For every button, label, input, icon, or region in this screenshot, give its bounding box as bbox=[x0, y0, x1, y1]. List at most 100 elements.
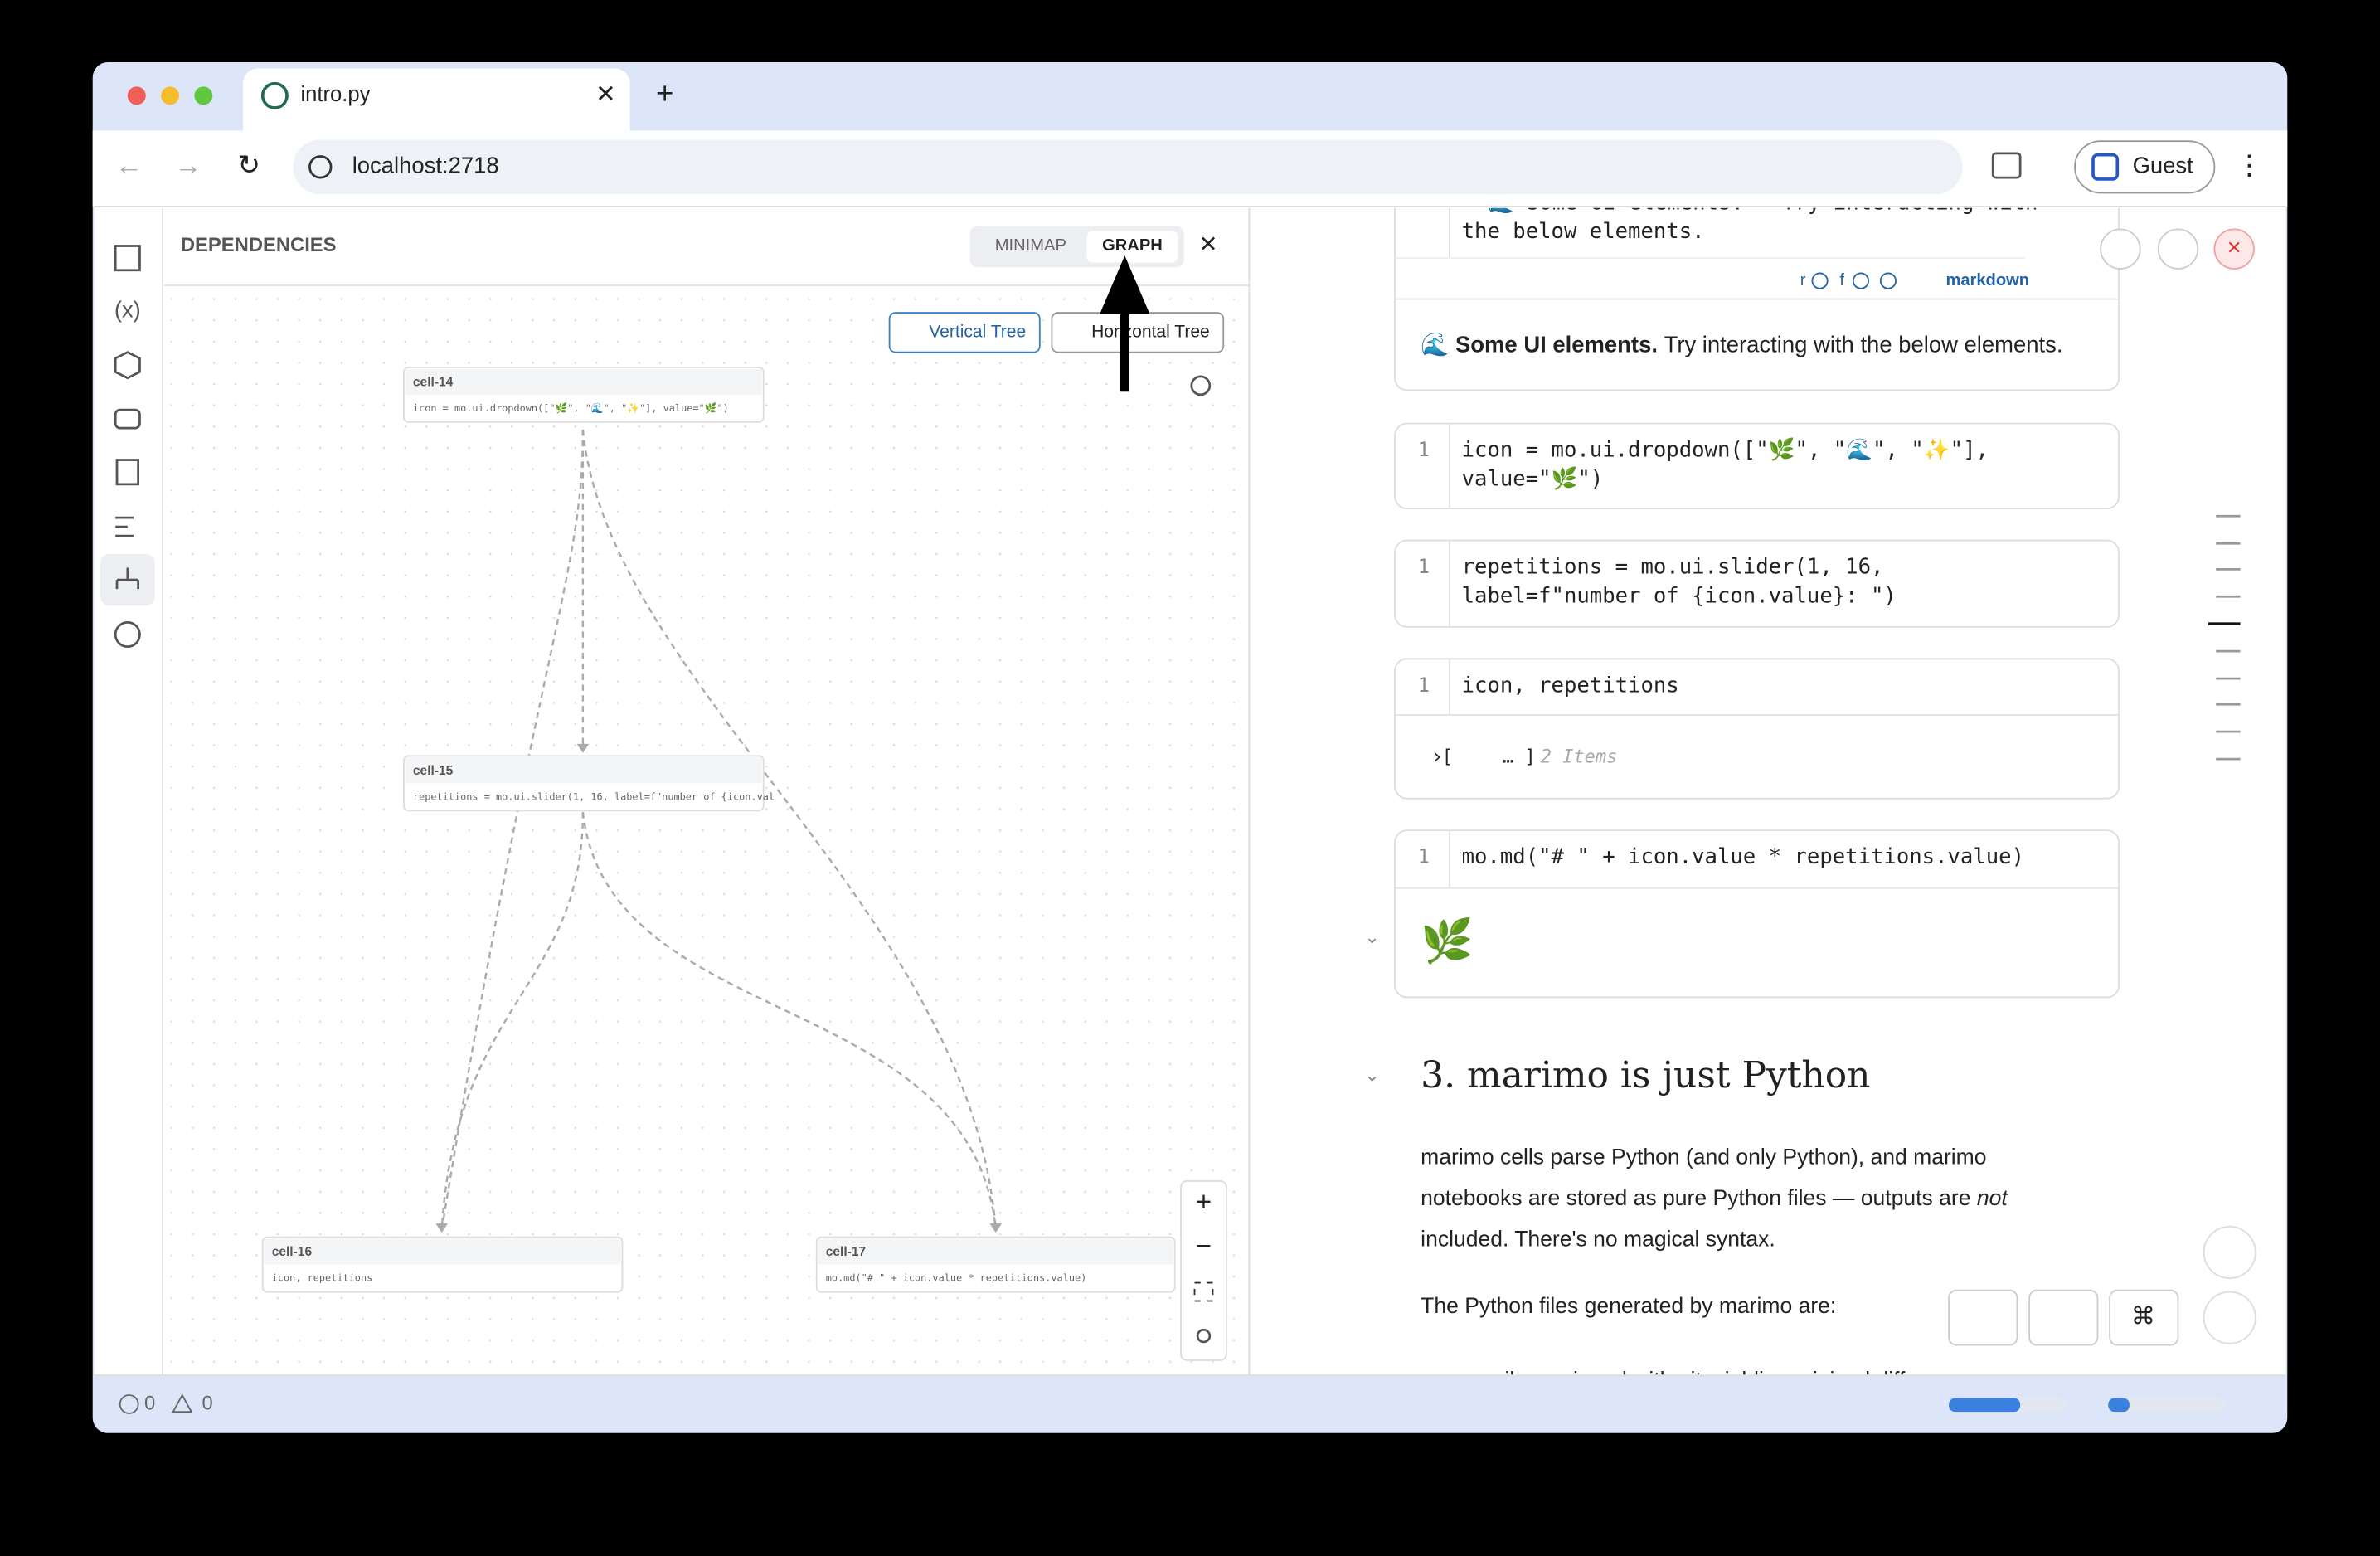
layout-label: Vertical Tree bbox=[929, 322, 1026, 341]
layout-button[interactable] bbox=[888, 312, 1041, 353]
node-code: icon = mo.ui.dropdown(["🌿", "🌊", "✨"], v… bbox=[413, 402, 729, 414]
node-code: icon, repetitions bbox=[272, 1272, 373, 1284]
node-id: cell-17 bbox=[826, 1245, 866, 1259]
panel-tab[interactable]: GRAPH bbox=[1102, 236, 1163, 255]
paragraph-line: notebooks are stored as pure Python file… bbox=[1421, 1185, 2008, 1210]
text: notebooks are stored as pure Python file… bbox=[1421, 1185, 1970, 1210]
address-bar[interactable] bbox=[293, 139, 1963, 195]
zoom-out[interactable]: − bbox=[1196, 1230, 1212, 1261]
layout-label: Horizontal Tree bbox=[1091, 322, 1210, 341]
svg-text:✕: ✕ bbox=[2227, 237, 2242, 258]
badge: f bbox=[1839, 271, 1844, 289]
bold-text: Some UI elements. bbox=[1455, 332, 1658, 357]
emphasis: not bbox=[1977, 1185, 2008, 1210]
notebook-controls: ✕ ⌘ bbox=[1948, 228, 2256, 1346]
panel-title: DEPENDENCIES bbox=[181, 234, 337, 256]
annotation-arrow bbox=[1100, 255, 1150, 392]
reload[interactable]: ↻ bbox=[237, 149, 260, 180]
node-code: mo.md("# " + icon.value * repetitions.va… bbox=[826, 1272, 1087, 1284]
code-line: icon, repetitions bbox=[1462, 673, 1679, 698]
dependencies-panel: DEPENDENCIES MINIMAP GRAPH ✕ Vertical Tr… bbox=[163, 207, 1251, 1376]
fit-view[interactable] bbox=[1193, 1281, 1214, 1302]
emoji: 🌊 bbox=[1421, 332, 1449, 357]
sidebar-icon[interactable]: (x) bbox=[114, 296, 141, 322]
sidebar-icon[interactable] bbox=[114, 245, 141, 272]
graph-settings[interactable] bbox=[1190, 375, 1212, 396]
paragraph-line: marimo cells parse Python (and only Pyth… bbox=[1421, 1144, 1986, 1169]
node-header bbox=[264, 1238, 621, 1265]
error-count: 0 bbox=[144, 1392, 155, 1414]
back[interactable]: ← bbox=[115, 149, 143, 180]
list-open: [ bbox=[1442, 746, 1453, 767]
sidebar-icon[interactable] bbox=[114, 621, 141, 649]
heading: 3. marimo is just Python bbox=[1421, 1054, 1870, 1096]
sidebar-icon[interactable] bbox=[115, 516, 134, 537]
markdown-output: 🌊 Some UI elements. Try interacting with… bbox=[1421, 332, 2062, 357]
run-button[interactable] bbox=[2203, 1291, 2256, 1344]
code-cell[interactable] bbox=[1394, 422, 2120, 510]
line-number: 1 bbox=[1418, 845, 1430, 868]
node-id: cell-14 bbox=[413, 375, 454, 389]
sidebar: (x) bbox=[100, 207, 163, 1376]
code-line: repetitions = mo.ui.slider(1, 16, bbox=[1462, 555, 1884, 580]
save-button[interactable] bbox=[1948, 1289, 2018, 1346]
tab[interactable] bbox=[242, 68, 630, 131]
menu-button[interactable] bbox=[2100, 228, 2141, 270]
profile-name: Guest bbox=[2133, 153, 2194, 178]
new-tab[interactable]: + bbox=[656, 76, 673, 110]
cell-type: markdown bbox=[1945, 271, 2029, 289]
code-cell[interactable] bbox=[1394, 829, 2120, 999]
node-header bbox=[818, 1238, 1173, 1265]
code-line: icon = mo.ui.dropdown(["🌿", "🌊", "✨"], bbox=[1462, 437, 1989, 463]
paragraph-line: The Python files generated by marimo are… bbox=[1421, 1293, 1836, 1318]
notebook: **🌊 Some UI elements.** Try interacting … bbox=[1364, 207, 2120, 1393]
code-line: label=f"number of {icon.value}: ") bbox=[1462, 583, 1897, 608]
paragraph-line: easily versioned with git, yielding mini… bbox=[1469, 1368, 1916, 1393]
output-emoji: 🌿 bbox=[1421, 917, 1474, 965]
tab-title: intro.py bbox=[300, 83, 370, 106]
status-bar: 0 0 bbox=[94, 1374, 2286, 1414]
code-cell[interactable] bbox=[1394, 658, 2120, 800]
code-cell[interactable] bbox=[1394, 539, 2120, 628]
warning-count: 0 bbox=[202, 1392, 213, 1414]
svg-text:⌘: ⌘ bbox=[2131, 1302, 2155, 1330]
node-code: repetitions = mo.ui.slider(1, 16, label=… bbox=[413, 790, 775, 802]
layout-button[interactable] bbox=[2028, 1289, 2099, 1346]
badge: r bbox=[1800, 271, 1806, 289]
node-header bbox=[405, 368, 762, 395]
menu[interactable]: ⋮ bbox=[2236, 149, 2263, 180]
locate[interactable] bbox=[1196, 1328, 1212, 1344]
line-number: 1 bbox=[1418, 673, 1430, 697]
sidebar-icon[interactable] bbox=[114, 351, 141, 380]
list-close: … ] bbox=[1503, 746, 1536, 767]
cast-icon[interactable] bbox=[1991, 152, 2022, 179]
close-tab[interactable]: ✕ bbox=[595, 80, 616, 108]
close-panel[interactable]: ✕ bbox=[1198, 231, 1217, 257]
forward[interactable]: → bbox=[175, 149, 202, 180]
sidebar-icon[interactable] bbox=[114, 408, 141, 430]
node-id: cell-15 bbox=[413, 764, 454, 778]
zoom-controls bbox=[1180, 1180, 1227, 1361]
line-number: 1 bbox=[1418, 555, 1430, 578]
text: Try interacting with the below elements. bbox=[1664, 332, 2063, 357]
command-button[interactable] bbox=[2109, 1289, 2179, 1346]
line-number: 1 bbox=[1418, 438, 1430, 461]
zoom-in[interactable]: + bbox=[1196, 1186, 1212, 1217]
stop-button[interactable] bbox=[2203, 1225, 2256, 1279]
shutdown-button[interactable] bbox=[2213, 228, 2255, 270]
settings-button[interactable] bbox=[2157, 228, 2199, 270]
collapse[interactable]: ⌄ bbox=[1364, 926, 1379, 947]
code-line: value="🌿") bbox=[1462, 465, 1604, 491]
url: localhost:2718 bbox=[352, 153, 499, 178]
collapse[interactable]: ⌄ bbox=[1364, 1064, 1379, 1085]
code-line: the below elements. bbox=[1462, 219, 1705, 244]
list-count: 2 Items bbox=[1541, 746, 1618, 767]
node-header bbox=[405, 757, 762, 784]
sidebar-icon[interactable] bbox=[115, 459, 140, 486]
panel-tab[interactable]: MINIMAP bbox=[995, 236, 1066, 255]
node-id: cell-16 bbox=[272, 1245, 313, 1259]
code-line: mo.md("# " + icon.value * repetitions.va… bbox=[1462, 844, 2024, 869]
list-open: › bbox=[1431, 745, 1443, 768]
